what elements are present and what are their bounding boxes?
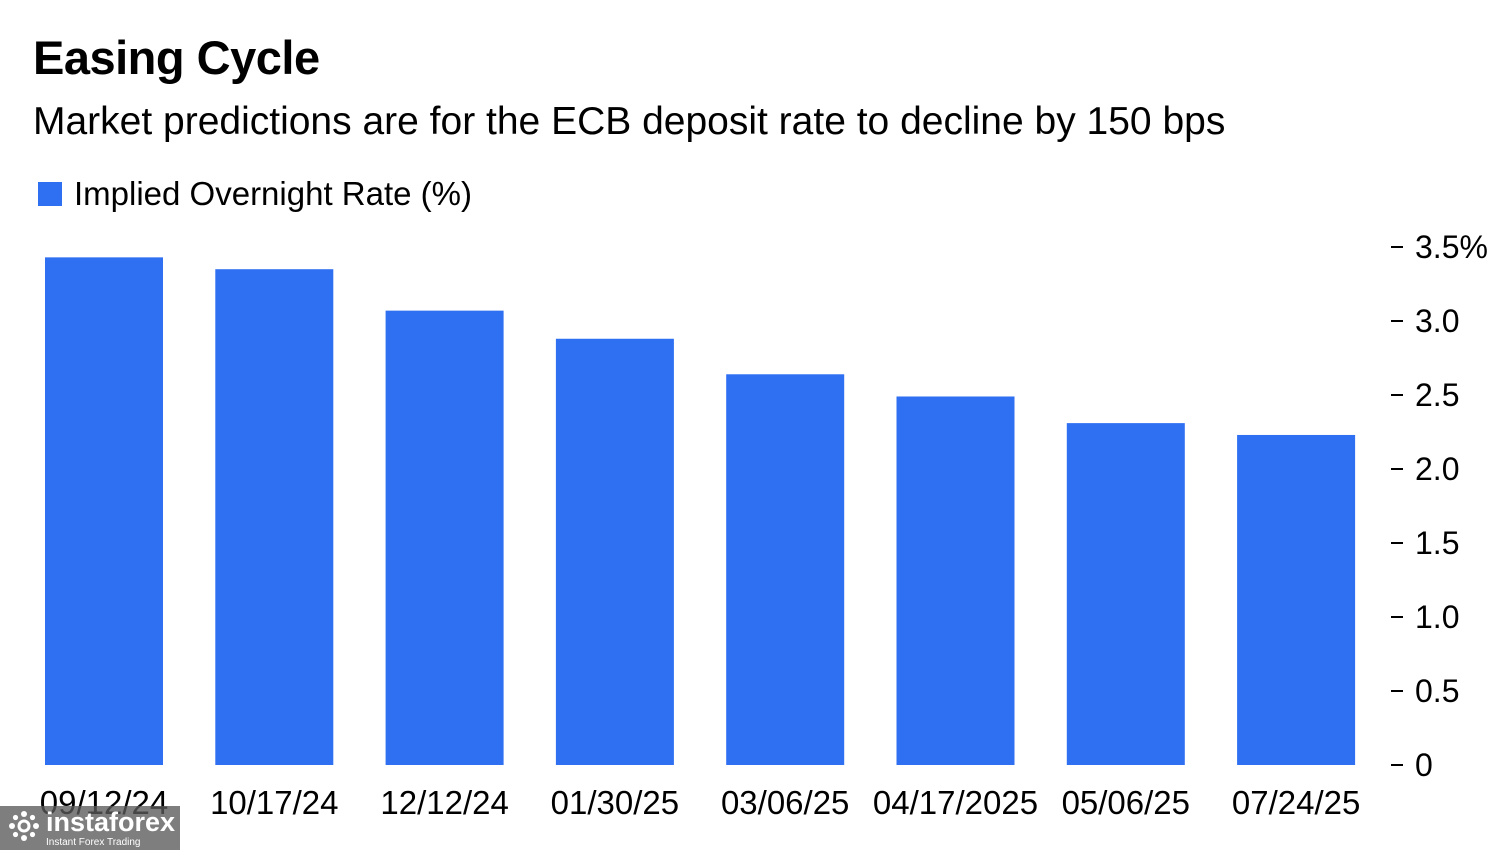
bar-12/12/24 <box>385 310 504 765</box>
bar-09/12/24 <box>45 257 163 765</box>
y-tick-label: 2.0 <box>1415 451 1459 487</box>
x-tick-label: 10/17/24 <box>210 784 338 821</box>
x-tick-label: 05/06/25 <box>1062 784 1190 821</box>
x-tick-label: 07/24/25 <box>1232 784 1360 821</box>
bar-04/17/2025 <box>896 396 1015 765</box>
chart-subtitle: Market predictions are for the ECB depos… <box>33 100 1226 143</box>
chart-title: Easing Cycle <box>33 31 320 84</box>
legend-swatch <box>38 182 62 206</box>
watermark-tagline: Instant Forex Trading <box>46 836 141 848</box>
bars-group <box>45 257 1356 765</box>
y-tick-label: 3.5% <box>1415 229 1488 265</box>
y-axis: 3.5% 3.0 2.5 2.0 1.5 1.0 0.5 0 <box>1391 229 1488 783</box>
bar-10/17/24 <box>215 269 334 765</box>
y-tick-label: 0 <box>1415 747 1433 783</box>
x-axis: 09/12/24 10/17/24 12/12/24 01/30/25 03/06/25… <box>40 784 1361 821</box>
bar-03/06/25 <box>726 374 845 765</box>
bar-05/06/25 <box>1066 423 1185 765</box>
y-tick-label: 1.0 <box>1415 599 1459 635</box>
x-tick-label: 01/30/25 <box>551 784 679 821</box>
y-tick-label: 0.5 <box>1415 673 1459 709</box>
bar-01/30/25 <box>555 338 674 765</box>
y-tick-label: 2.5 <box>1415 377 1459 413</box>
x-tick-label: 12/12/24 <box>380 784 508 821</box>
x-tick-label: 03/06/25 <box>721 784 849 821</box>
y-tick-label: 3.0 <box>1415 303 1459 339</box>
instaforex-logo-icon <box>8 810 40 847</box>
chart-legend: Implied Overnight Rate (%) <box>38 174 472 214</box>
y-tick-label: 1.5 <box>1415 525 1459 561</box>
bar-07/24/25 <box>1237 434 1356 765</box>
watermark-name: instaforex <box>46 806 176 837</box>
x-tick-label: 04/17/2025 <box>873 784 1038 821</box>
watermark: instaforex Instant Forex Trading <box>0 806 180 850</box>
legend-label: Implied Overnight Rate (%) <box>74 175 472 212</box>
